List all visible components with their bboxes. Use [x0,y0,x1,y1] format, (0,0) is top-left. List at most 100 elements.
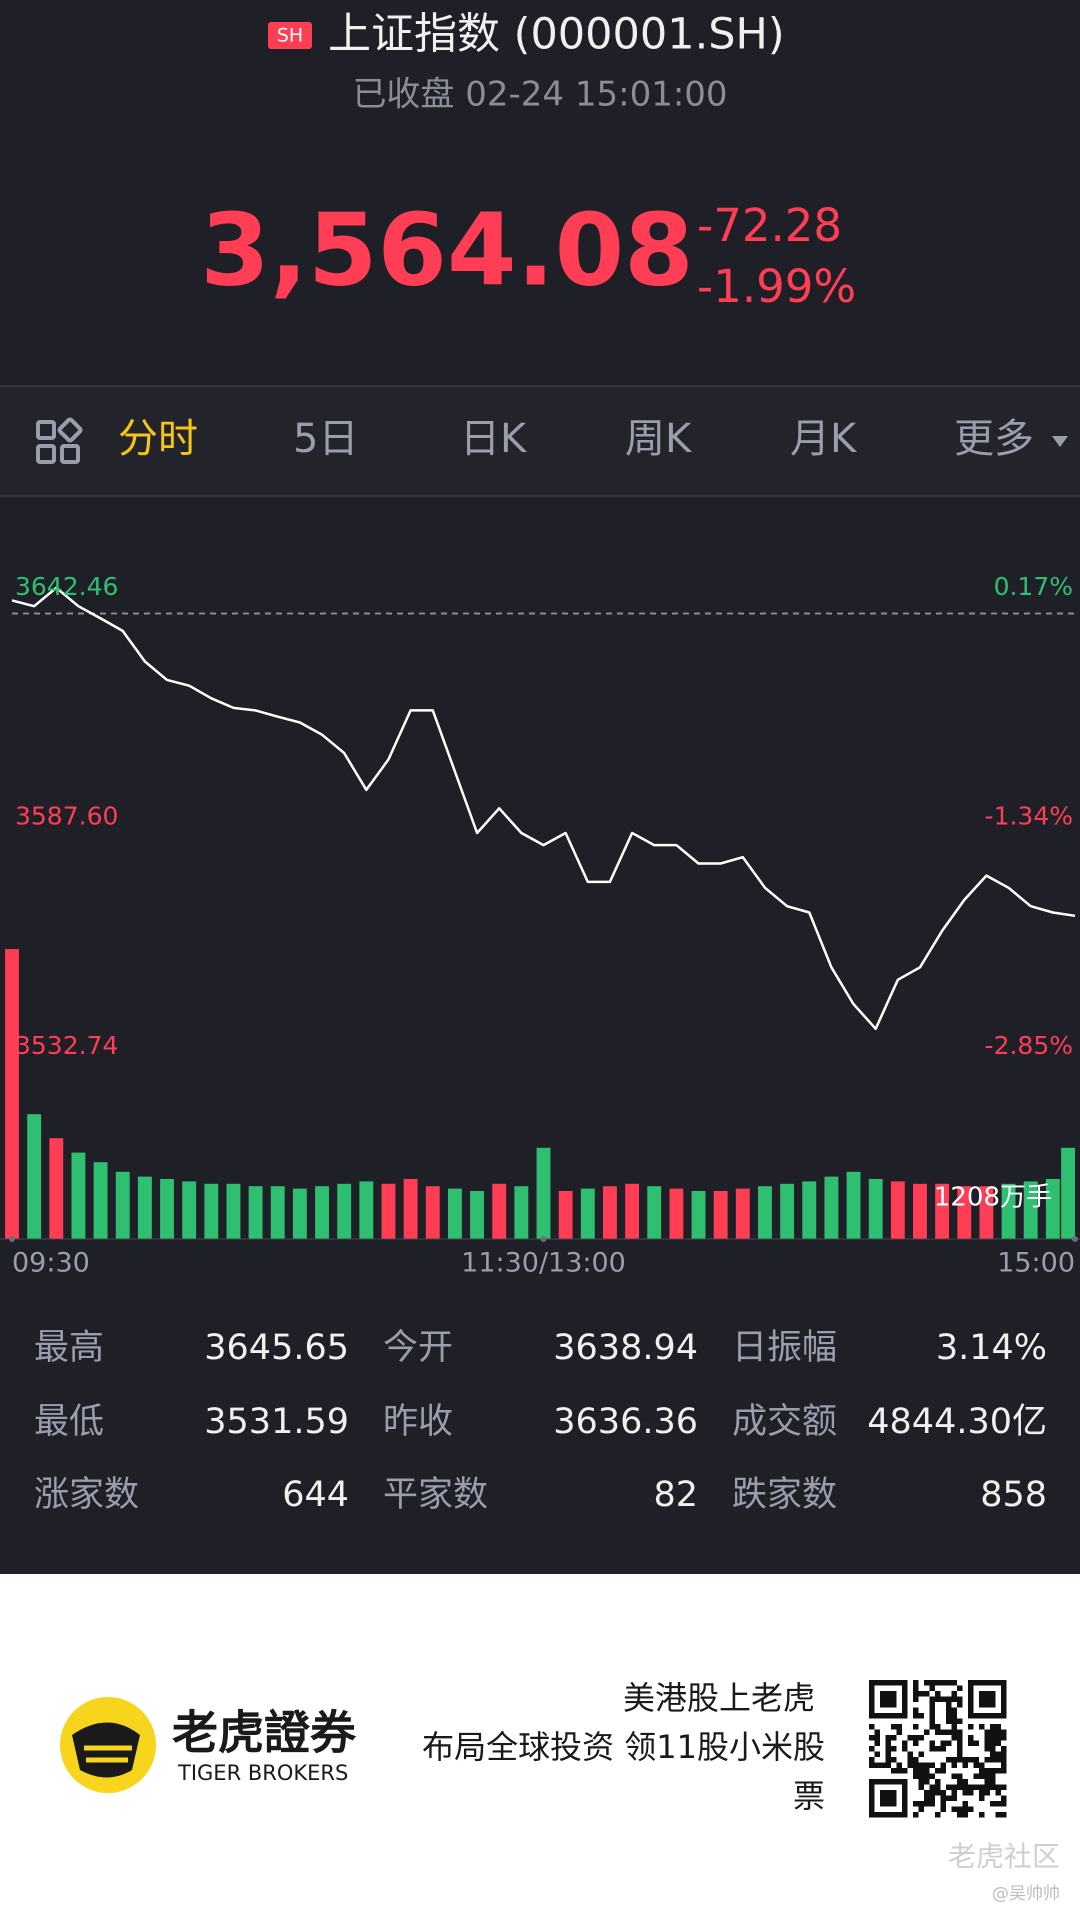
stat-label: 最低 [34,1402,104,1442]
tab[interactable]: 日K [460,416,528,462]
volume-bar [49,1138,64,1239]
qr-module [902,1746,908,1752]
qr-module [929,1795,935,1801]
qr-module [929,1790,935,1796]
volume-bar [137,1176,152,1239]
qr-module [940,1740,946,1746]
qr-module [924,1801,930,1807]
qr-module [990,1724,996,1730]
pct-label: -1.34% [985,802,1073,831]
qr-module [984,1790,990,1796]
volume-bar [780,1183,795,1239]
qr-module [940,1746,946,1752]
qr-module [929,1746,935,1752]
tab[interactable]: 分时 [118,416,198,462]
qr-module [957,1779,963,1785]
volume-bar [492,1183,507,1239]
qr-module [951,1762,957,1768]
stat-value: 858 [980,1475,1047,1515]
volume-bar [713,1191,728,1239]
qr-module [935,1779,941,1785]
qr-module [918,1762,924,1768]
price-line [11,586,1076,1031]
qr-module [880,1762,886,1768]
volume-bar [470,1191,485,1239]
qr-module [946,1795,952,1801]
qr-module [957,1702,963,1708]
volume-bar [935,1183,950,1239]
qr-module [984,1773,990,1779]
tab[interactable]: 5日 [293,416,358,462]
qr-module [891,1724,897,1730]
volume-bar [913,1183,927,1239]
qr-module [990,1746,996,1752]
qr-finder [880,1790,897,1807]
tab[interactable]: 周K [625,416,693,462]
qr-module [973,1762,979,1768]
volume-bar [292,1188,307,1239]
change-pct: -1.99% [697,260,856,313]
qr-module [990,1729,996,1735]
volume-bar [5,949,19,1239]
qr-module [946,1784,952,1790]
qr-module [979,1790,985,1796]
volume-bar [270,1186,285,1239]
qr-module [990,1735,996,1741]
volume-bar [226,1183,241,1239]
y-tick-label: 3642.46 [15,572,118,601]
qr-module [990,1751,996,1757]
slogan: 美港股上老虎 [623,1679,815,1717]
volume-bar [27,1114,42,1239]
qr-module [957,1751,963,1757]
qr-module [1001,1735,1007,1741]
stat-value: 3638.94 [553,1328,698,1368]
qr-module [869,1746,875,1752]
qr-module [935,1812,941,1818]
volume-bar [669,1188,684,1239]
volume-bar [315,1186,329,1239]
qr-module [968,1740,974,1746]
qr-module [918,1806,924,1812]
qr-module [957,1746,963,1752]
qr-module [1001,1768,1007,1774]
qr-module [946,1718,952,1724]
volume-bar [890,1181,905,1239]
qr-module [973,1757,979,1763]
volume-bar [71,1152,86,1239]
qr-module [973,1773,979,1779]
stat-value: 4844.30亿 [867,1402,1047,1442]
qr-module [929,1762,935,1768]
qr-module [913,1757,919,1763]
qr-module [957,1729,963,1735]
volume-bar [160,1179,174,1239]
qr-module [957,1812,963,1818]
qr-module [913,1740,919,1746]
qr-module [951,1680,957,1686]
layout-icon[interactable] [36,417,83,464]
volume-bar [1023,1181,1038,1239]
qr-module [973,1740,979,1746]
qr-module [896,1729,902,1735]
stat-value: 3.14% [936,1328,1047,1368]
x-tick-label: 09:30 [12,1248,90,1279]
qr-module [913,1762,919,1768]
qr-module [951,1718,957,1724]
volume-bar [558,1191,573,1239]
qr-module [995,1735,1001,1741]
tab-bar [0,386,1080,496]
qr-module [935,1696,941,1702]
volume-bar [1045,1179,1060,1239]
qr-module [968,1735,974,1741]
qr-module [973,1784,979,1790]
qr-module [951,1773,957,1779]
qr-module [935,1784,941,1790]
brand: 老虎證券 [172,1706,357,1760]
qr-module [929,1718,935,1724]
qr-module [968,1784,974,1790]
qr-module [929,1713,935,1719]
slogan: 票 [793,1777,825,1815]
tab[interactable]: 月K [790,416,858,462]
tab[interactable]: 更多 [954,416,1034,462]
qr-module [946,1740,952,1746]
